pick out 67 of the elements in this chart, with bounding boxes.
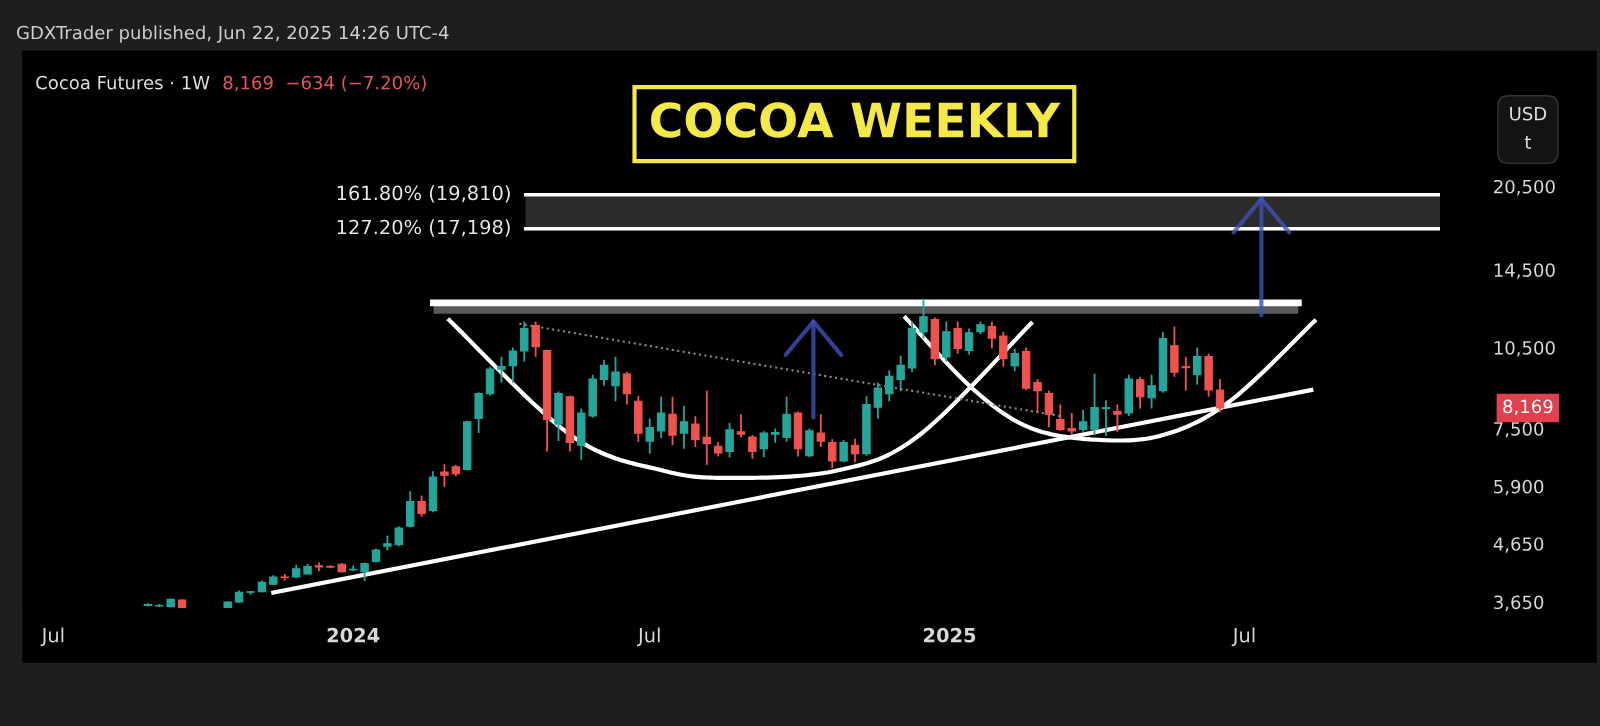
candlestick (417, 494, 426, 518)
candlestick (656, 395, 666, 439)
candlestick (828, 438, 837, 470)
candlestick (1067, 412, 1076, 436)
candlestick (508, 346, 518, 384)
candlestick (645, 417, 654, 455)
candlestick (987, 320, 997, 350)
candlestick (691, 415, 700, 448)
candlestick (782, 395, 791, 443)
candlestick (816, 413, 826, 448)
x-tick-label: 2025 (924, 627, 976, 643)
candlestick (748, 434, 757, 460)
candlestick (873, 381, 883, 420)
candlestick (1044, 389, 1054, 429)
x-tick-label: Jul (636, 627, 660, 647)
candlestick (1135, 375, 1145, 410)
ref-line-label: 127.20% (17,198) (337, 219, 510, 237)
y-tick-label: 3,650 (1494, 595, 1544, 611)
candlestick (679, 405, 689, 450)
candlestick (497, 355, 506, 384)
candlestick (1147, 373, 1156, 410)
candlestick (759, 430, 769, 459)
candlestick (1078, 408, 1088, 433)
candlestick (1192, 346, 1202, 386)
candlestick (1056, 403, 1065, 432)
y-tick-label: 7,500 (1494, 422, 1544, 438)
candlestick (1033, 378, 1042, 414)
y-tick-label: 20,500 (1494, 179, 1555, 196)
y-axis-title: USD t (1510, 106, 1547, 149)
candlestick (1215, 378, 1225, 414)
candlestick (850, 437, 860, 464)
candlestick (440, 463, 449, 488)
candlestick (611, 355, 620, 403)
x-tick-label: Jul (40, 627, 64, 647)
text: 8,169 (1503, 399, 1553, 416)
candlestick (725, 421, 734, 459)
candlestick (964, 327, 974, 356)
annotation: 8,169 −634 (−7.20%) (223, 75, 426, 92)
candlestick (622, 370, 632, 406)
y-tick-label: 5,900 (1494, 479, 1544, 496)
x-tick-label: 2024 (327, 627, 380, 643)
candlestick (885, 369, 894, 403)
candlestick (1090, 372, 1099, 436)
candlestick (999, 330, 1008, 368)
y-tick-label: 4,650 (1493, 537, 1544, 553)
candlestick (1113, 403, 1122, 433)
candlestick (394, 525, 404, 548)
candlestick (702, 389, 711, 466)
candlestick (1101, 399, 1111, 437)
candlestick (896, 354, 905, 393)
text: GDXTrader published, Jun 22, 2025 14:26 UTC-4 (17, 25, 449, 43)
candlestick (668, 395, 677, 447)
y-tick-label: 10,500 (1494, 341, 1555, 357)
text: COCOA WEEKLY (651, 102, 1061, 138)
candlestick (736, 413, 746, 439)
candlestick (599, 358, 609, 387)
candlestick (919, 297, 928, 340)
candlestick (1181, 355, 1191, 392)
x-tick-label: Jul (1231, 627, 1255, 647)
candlestick (953, 320, 962, 355)
candlestick (1010, 347, 1019, 373)
text: Cocoa Futures · 1W (36, 75, 210, 90)
candlestick (520, 320, 529, 363)
candlestick (839, 439, 848, 464)
candlestick (531, 320, 540, 358)
ref-line-label: 161.80% (19,810) (337, 185, 510, 203)
y-tick-label: 14,500 (1494, 263, 1555, 279)
